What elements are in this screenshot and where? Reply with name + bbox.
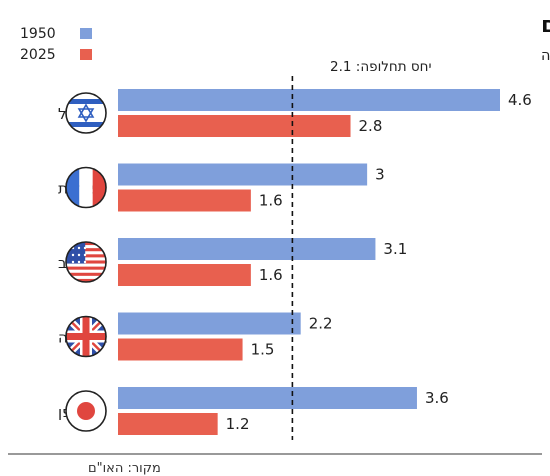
france-flag-icon — [65, 166, 107, 209]
value-label-1950-2: 3.1 — [383, 240, 407, 258]
chart-subtitle: ממוצע ילודה לאישה — [541, 48, 550, 64]
israel-flag-icon — [65, 92, 107, 134]
bar-2025-4 — [118, 413, 218, 435]
flags-layer — [65, 92, 107, 432]
bars-layer — [118, 89, 500, 435]
chart-title: ירידה דרמטית בשיעורי הפריון בעולם — [541, 13, 550, 38]
value-label-2025-2: 1.6 — [259, 266, 283, 284]
value-label-2025-1: 1.6 — [259, 192, 283, 210]
bar-1950-4 — [118, 387, 417, 409]
usa-flag-icon — [65, 241, 107, 283]
bar-2025-3 — [118, 338, 243, 361]
bar-2025-0 — [118, 115, 351, 137]
bar-1950-1 — [118, 163, 368, 186]
reference-line-label: יחס תחלופה: 2.1 — [330, 59, 432, 75]
value-label-1950-4: 3.6 — [425, 389, 449, 407]
bar-1950-3 — [118, 312, 301, 335]
value-label-2025-4: 1.2 — [226, 415, 250, 433]
legend-swatch-1950 — [80, 28, 92, 39]
legend-label-1950: 1950 — [20, 26, 56, 42]
value-label-1950-1: 3 — [375, 166, 385, 184]
uk-flag-icon — [65, 315, 107, 358]
value-label-2025-0: 2.8 — [359, 117, 383, 135]
legend: 1950 2025 — [20, 26, 92, 63]
japan-flag-icon — [65, 390, 107, 432]
bar-1950-0 — [118, 89, 500, 111]
value-label-1950-0: 4.6 — [508, 91, 532, 109]
legend-label-2025: 2025 — [20, 47, 56, 63]
bar-2025-1 — [118, 189, 251, 212]
value-label-1950-3: 2.2 — [309, 315, 333, 333]
labels-layer: 4.62.8ישראל31.6צרפת3.11.6ארה"ב2.21.5בריט… — [58, 91, 532, 433]
source-note: מקור: האו"ם — [88, 461, 161, 476]
value-label-2025-3: 1.5 — [251, 341, 275, 359]
bar-2025-2 — [118, 264, 251, 286]
bar-1950-2 — [118, 238, 376, 260]
legend-swatch-2025 — [80, 49, 92, 60]
